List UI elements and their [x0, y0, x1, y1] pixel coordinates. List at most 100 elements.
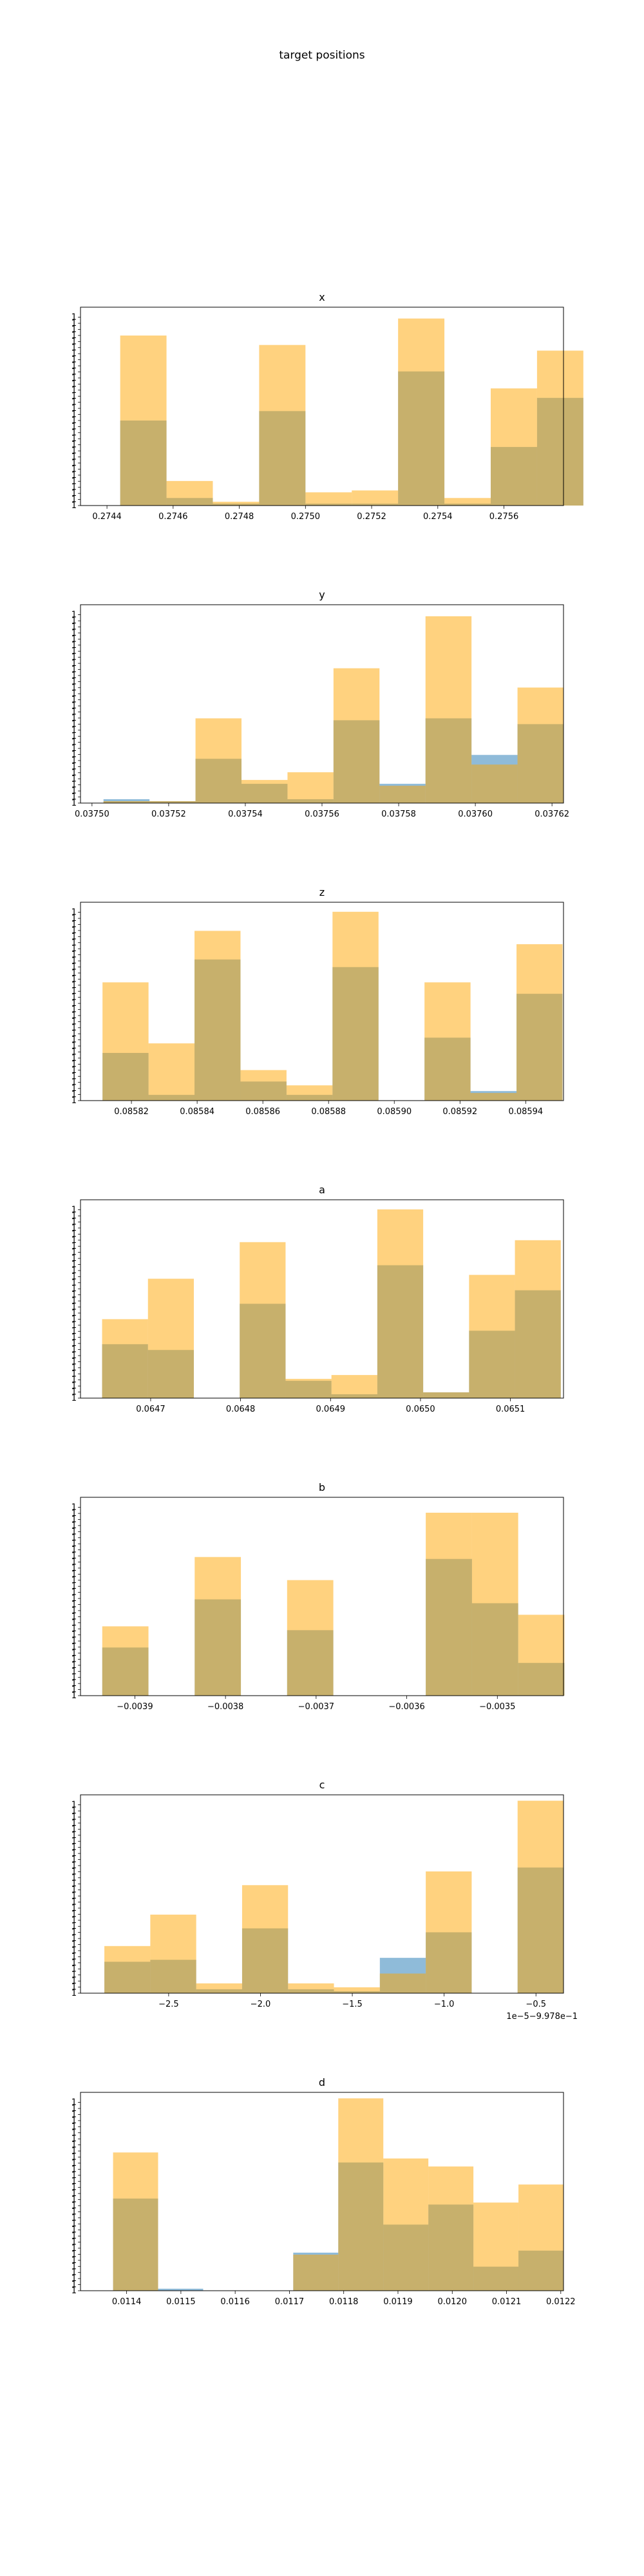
y-tick-label: 1 — [71, 932, 77, 942]
y-tick-label: 1 — [71, 1976, 77, 1986]
y-tick-label: 1 — [71, 1636, 77, 1646]
y-tick-label: 1 — [71, 2152, 77, 2162]
y-tick-label: 1 — [71, 1849, 77, 1859]
figure-title: target positions — [279, 49, 365, 62]
axes-frame — [80, 1497, 564, 1696]
x-tick-label: −0.5 — [526, 2000, 546, 2009]
x-tick-label: 0.03754 — [228, 810, 263, 819]
y-tick-label: 1 — [71, 1236, 77, 1245]
x-tick-label: −0.0038 — [207, 1702, 243, 1712]
y-tick-label: 1 — [71, 659, 77, 668]
x-tick-label: 0.0120 — [437, 2297, 467, 2307]
x-tick-label: 0.0122 — [546, 2297, 576, 2307]
y-tick-label: 1 — [71, 1260, 77, 1269]
y-tick-label: 1 — [71, 1345, 77, 1355]
y-tick-label: 1 — [71, 774, 77, 784]
histogram-bar — [195, 718, 242, 803]
y-tick-label: 1 — [71, 951, 77, 960]
histogram-bar — [104, 1946, 151, 1993]
y-tick-label: 1 — [71, 956, 77, 966]
histogram-bar — [240, 1070, 287, 1101]
axes-frame — [80, 1199, 564, 1399]
y-tick-label: 1 — [71, 495, 77, 505]
y-tick-label: 1 — [71, 1242, 77, 1251]
y-tick-label: 1 — [71, 1624, 77, 1634]
y-tick-label: 1 — [71, 908, 77, 918]
y-tick-label: 1 — [71, 1254, 77, 1264]
y-tick-label: 1 — [71, 1606, 77, 1616]
y-tick-label: 1 — [71, 2201, 77, 2211]
y-tick-label: 1 — [71, 446, 77, 456]
y-tick-label: 1 — [71, 1940, 77, 1950]
histogram-bar — [518, 2184, 564, 2291]
panel-title: c — [319, 1779, 325, 1791]
histogram-bar — [148, 1043, 195, 1101]
x-tick-label: −0.0039 — [117, 1702, 153, 1712]
x-tick-label: −1.0 — [434, 2000, 455, 2009]
y-tick-label: 1 — [71, 1394, 77, 1403]
x-tick-label: 0.08590 — [377, 1107, 412, 1117]
x-tick-label: 0.03762 — [535, 810, 569, 819]
y-tick-label: 1 — [71, 1229, 77, 1239]
y-tick-label: 1 — [71, 944, 77, 954]
x-tick-label: 0.2748 — [225, 512, 254, 522]
y-tick-label: 1 — [71, 1916, 77, 1926]
y-tick-label: 1 — [71, 1673, 77, 1683]
histogram-bar — [102, 982, 149, 1101]
y-tick-label: 1 — [71, 962, 77, 972]
y-tick-label: 1 — [71, 477, 77, 486]
y-tick-label: 1 — [71, 1879, 77, 1889]
y-tick-label: 1 — [71, 622, 77, 632]
histogram-bar — [242, 1885, 289, 1993]
y-tick-label: 1 — [71, 2219, 77, 2229]
y-tick-label: 1 — [71, 1831, 77, 1841]
y-tick-label: 1 — [71, 1861, 77, 1871]
y-tick-label: 1 — [71, 793, 77, 802]
y-tick-label: 1 — [71, 629, 77, 638]
x-tick-label: 0.2744 — [92, 512, 122, 522]
histogram-bar — [194, 1557, 242, 1696]
y-tick-label: 1 — [71, 756, 77, 766]
panel-title: x — [319, 291, 325, 303]
x-tick-label: −2.0 — [251, 2000, 271, 2009]
y-tick-label: 1 — [71, 1843, 77, 1853]
y-tick-label: 1 — [71, 981, 77, 990]
y-tick-label: 1 — [71, 1971, 77, 1980]
histogram-bar — [194, 931, 241, 1101]
y-tick-label: 1 — [71, 2226, 77, 2235]
y-tick-label: 1 — [71, 374, 77, 383]
y-tick-label: 1 — [71, 665, 77, 674]
y-tick-label: 1 — [71, 719, 77, 729]
x-tick-label: −2.5 — [158, 2000, 179, 2009]
y-tick-label: 1 — [71, 1211, 77, 1221]
histogram-bar — [149, 801, 196, 803]
panel-title: a — [319, 1184, 325, 1196]
y-tick-label: 1 — [71, 1928, 77, 1938]
y-tick-label: 1 — [71, 1691, 77, 1701]
histogram-bar — [469, 1274, 515, 1398]
y-tick-label: 1 — [71, 1321, 77, 1331]
y-tick-label: 1 — [71, 689, 77, 699]
y-tick-label: 1 — [71, 1266, 77, 1276]
y-tick-label: 1 — [71, 1533, 77, 1543]
histogram-panel-b: b11111111111111111111111111111111−0.0039… — [71, 1481, 565, 1712]
y-tick-label: 1 — [71, 781, 77, 790]
y-tick-label: 1 — [71, 386, 77, 395]
histogram-bar — [305, 492, 352, 506]
axes-frame — [80, 1794, 564, 1994]
y-tick-label: 1 — [71, 1339, 77, 1349]
histogram-bar — [517, 1801, 564, 1993]
y-tick-label: 1 — [71, 969, 77, 978]
x-tick-label: 0.08582 — [114, 1107, 149, 1117]
y-tick-label: 1 — [71, 313, 77, 323]
y-tick-label: 1 — [71, 2262, 77, 2271]
y-tick-label: 1 — [71, 762, 77, 772]
y-tick-label: 1 — [71, 1569, 77, 1579]
y-tick-label: 1 — [71, 1023, 77, 1033]
y-tick-label: 1 — [71, 2231, 77, 2241]
y-tick-label: 1 — [71, 634, 77, 644]
